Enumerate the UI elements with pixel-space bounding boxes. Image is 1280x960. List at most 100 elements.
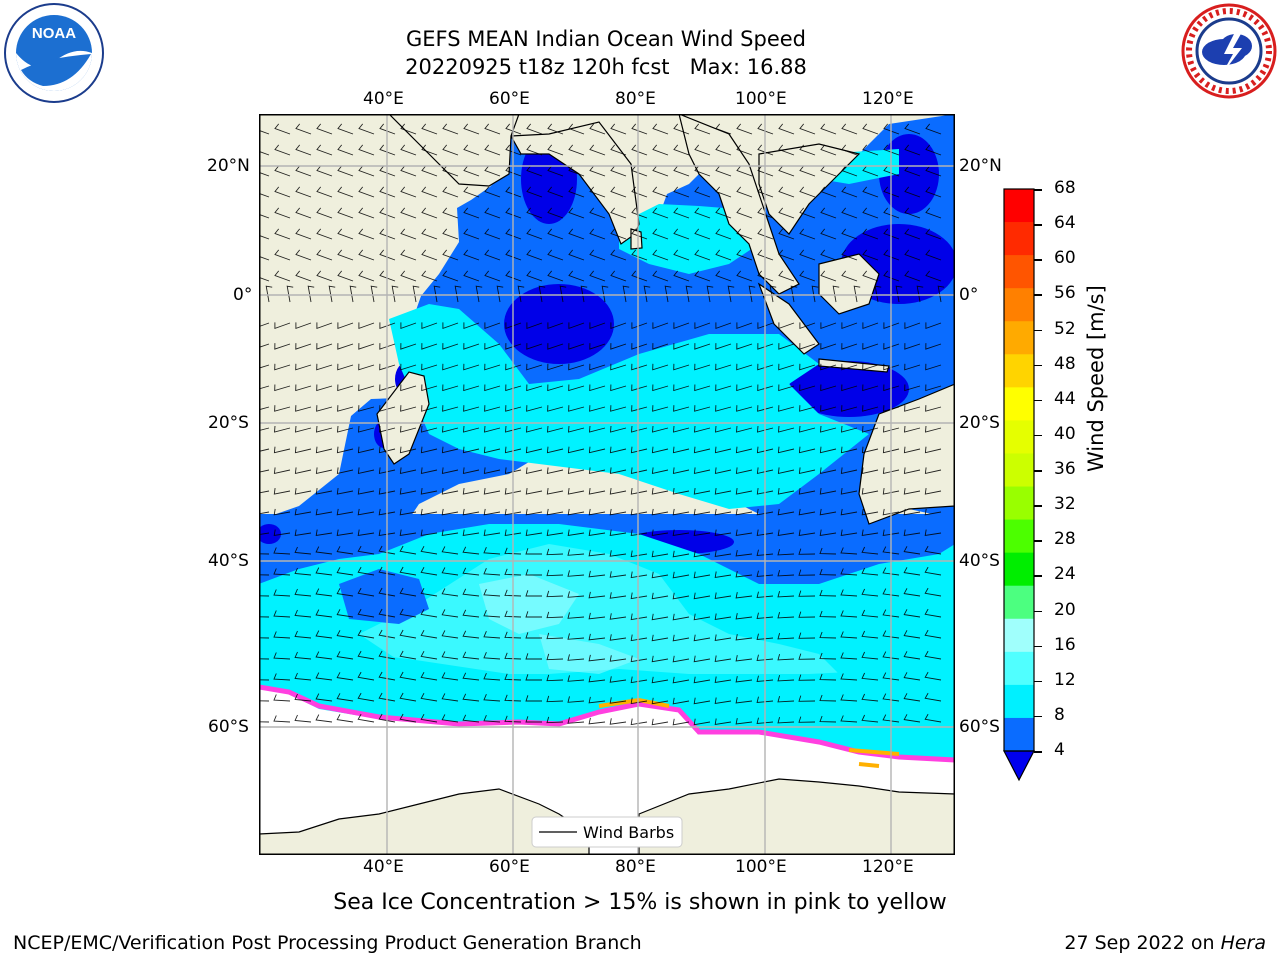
wind-barb xyxy=(504,568,522,576)
wind-barb xyxy=(441,672,459,681)
wind-barb xyxy=(588,446,606,454)
wind-barb xyxy=(609,613,627,620)
wind-barb xyxy=(526,186,543,198)
wind-barb xyxy=(903,425,921,433)
wind-barb xyxy=(736,249,753,261)
wind-barb xyxy=(294,693,312,702)
wind-barb xyxy=(924,629,942,639)
wind-barb xyxy=(421,228,438,240)
wind-barb xyxy=(441,651,459,660)
wind-barb xyxy=(904,363,921,371)
wind-barb xyxy=(589,123,606,135)
wind-barb xyxy=(882,508,900,516)
wind-barb xyxy=(736,228,753,240)
wind-barb xyxy=(316,207,333,219)
wind-barb xyxy=(777,569,795,577)
wind-barb xyxy=(441,488,459,495)
westerlies-core xyxy=(359,544,839,674)
wind-barb xyxy=(925,405,942,412)
wind-barb xyxy=(463,363,480,371)
wind-barb xyxy=(727,285,735,303)
wind-barb xyxy=(862,363,879,371)
wind-barb xyxy=(904,123,921,135)
wind-barb xyxy=(714,634,732,641)
wind-barb xyxy=(505,270,522,282)
wind-barb xyxy=(357,629,375,639)
wind-barb xyxy=(588,529,606,537)
wind-barb xyxy=(916,285,924,303)
wind-barb xyxy=(259,511,270,515)
wind-barb xyxy=(903,609,921,618)
wind-barb xyxy=(882,588,900,597)
wind-barb xyxy=(378,629,396,639)
wind-barb xyxy=(421,165,438,177)
wind-barb xyxy=(421,270,438,282)
wind-barb xyxy=(420,713,438,723)
colorbar-tick-label: 52 xyxy=(1054,318,1076,339)
wind-barb xyxy=(274,270,291,282)
wind-barb xyxy=(609,655,627,662)
wind-barb xyxy=(378,488,396,495)
wind-barb xyxy=(694,384,711,392)
wind-barb xyxy=(546,508,564,516)
wind-barb xyxy=(799,363,816,371)
wind-barb xyxy=(630,488,648,495)
wind-barb xyxy=(861,488,879,495)
barb-legend-label: Wind Barbs xyxy=(583,823,674,842)
wind-barb xyxy=(316,228,333,240)
wind-barb xyxy=(798,632,816,639)
wind-barb xyxy=(820,186,837,198)
wind-barb xyxy=(757,363,774,371)
wind-barb xyxy=(462,630,480,639)
wind-barb xyxy=(525,488,543,495)
wind-barb xyxy=(883,186,900,198)
wind-barb xyxy=(798,425,816,433)
lon-label-top-80e: 80°E xyxy=(615,89,656,109)
wind-barb xyxy=(630,550,648,558)
wind-barb xyxy=(651,571,669,579)
wind-barb xyxy=(420,629,438,639)
wind-barb xyxy=(903,546,921,555)
wind-barb xyxy=(748,285,756,303)
wind-barb xyxy=(568,144,585,156)
wind-barb xyxy=(736,363,753,371)
wind-barb xyxy=(307,285,315,303)
wind-barb xyxy=(259,322,270,328)
wind-barb xyxy=(756,467,774,474)
wind-barb xyxy=(706,285,714,303)
wind-barb xyxy=(769,285,777,303)
wind-barb xyxy=(925,384,942,392)
wind-barb xyxy=(714,446,732,454)
wind-barb xyxy=(777,674,795,682)
wind-barb xyxy=(736,165,753,177)
lon-label-bottom-40e: 40°E xyxy=(363,857,404,877)
wind-barb xyxy=(441,508,459,516)
wind-barb xyxy=(442,405,459,412)
wind-barb xyxy=(259,343,270,348)
wind-barb xyxy=(294,467,312,474)
wind-barb xyxy=(610,249,627,261)
wind-barb xyxy=(580,285,588,303)
wind-barb xyxy=(736,270,753,282)
wind-barb xyxy=(400,123,417,135)
wind-barb xyxy=(630,718,648,726)
wind-barb xyxy=(441,546,459,555)
wind-barb xyxy=(273,673,291,681)
wind-barb xyxy=(799,249,816,261)
wind-barb xyxy=(378,650,396,660)
wind-barb xyxy=(316,144,333,156)
wind-barb xyxy=(799,270,816,282)
wind-barb xyxy=(400,343,417,350)
wind-barb xyxy=(840,589,858,597)
wind-barb xyxy=(819,488,837,495)
wind-barb xyxy=(778,144,795,156)
wind-barb xyxy=(568,384,585,392)
footer-credit: NCEP/EMC/Verification Post Processing Pr… xyxy=(13,932,642,954)
wind-barb xyxy=(462,588,480,597)
wind-barb xyxy=(315,529,333,537)
wind-barb xyxy=(525,716,542,723)
borneo xyxy=(818,253,880,315)
wind-barb xyxy=(504,673,522,681)
wind-barb xyxy=(421,384,438,392)
wind-barb xyxy=(673,270,690,282)
